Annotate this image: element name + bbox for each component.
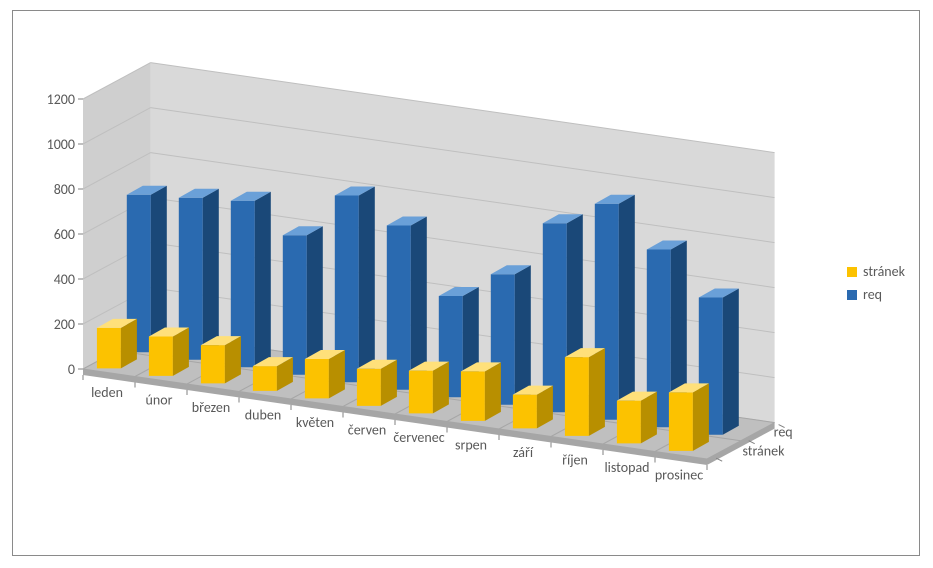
svg-text:červenec: červenec	[393, 429, 444, 446]
bar	[409, 362, 449, 414]
chart-frame: 0 200 400 600 800 1000 1200 leden únor březen dube…	[12, 10, 920, 556]
bar-chart-3d: 0 200 400 600 800 1000 1200 leden únor březen dube…	[13, 11, 921, 557]
svg-text:600: 600	[54, 226, 75, 243]
svg-text:leden: leden	[91, 384, 123, 401]
bar	[357, 360, 397, 406]
bar	[149, 327, 189, 375]
legend-label-stranek: stránek	[863, 263, 905, 280]
legend-swatch-stranek	[847, 267, 857, 277]
svg-text:800: 800	[54, 181, 75, 198]
bar	[305, 350, 345, 398]
bar	[201, 336, 241, 383]
legend-item-stranek: stránek	[847, 263, 905, 280]
bar	[617, 392, 657, 444]
svg-text:září: září	[513, 444, 534, 461]
svg-text:březen: březen	[192, 399, 230, 416]
svg-text:únor: únor	[146, 391, 173, 408]
bar	[513, 386, 553, 429]
bar	[461, 362, 501, 421]
legend: stránek req	[847, 257, 905, 309]
svg-text:květen: květen	[296, 414, 334, 431]
svg-text:listopad: listopad	[604, 459, 649, 476]
svg-text:říjen: říjen	[562, 451, 588, 468]
svg-text:0: 0	[68, 361, 75, 378]
svg-text:prosinec: prosinec	[655, 466, 703, 483]
legend-label-req: req	[863, 286, 882, 303]
svg-text:1200: 1200	[47, 91, 75, 108]
bar	[669, 383, 709, 451]
svg-text:200: 200	[54, 316, 75, 333]
svg-text:1000: 1000	[47, 136, 75, 153]
bar	[565, 348, 605, 436]
svg-text:červen: červen	[348, 421, 386, 438]
svg-text:req: req	[774, 424, 793, 441]
svg-text:duben: duben	[245, 406, 281, 423]
svg-text:srpen: srpen	[455, 436, 487, 453]
bar	[97, 319, 137, 369]
legend-swatch-req	[847, 290, 857, 300]
svg-text:400: 400	[54, 271, 75, 288]
svg-text:stránek: stránek	[742, 442, 785, 459]
legend-item-req: req	[847, 286, 905, 303]
